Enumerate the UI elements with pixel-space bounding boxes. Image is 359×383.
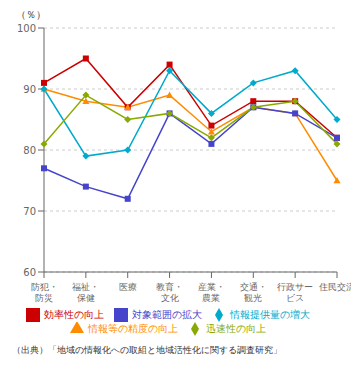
svg-text:70: 70 [23,206,36,217]
html-text:対象範囲の拡大: 対象範囲の拡大 [131,309,202,320]
html-text:迅速性の向上: 迅速性の向上 [205,323,266,334]
svg-text:住民交流: 住民交流 [319,282,351,292]
svg-text:福祉・保健: 福祉・保健 [72,282,99,303]
html-text:（出典）「地域の情報化への取組と地域活性化に関する調査研究」: （出典）「地域の情報化への取組と地域活性化に関する調査研究」 [12,345,282,355]
svg-text:80: 80 [23,145,36,156]
svg-text:交通・観光: 交通・観光 [240,282,267,303]
html-text:情報等の精度の向上: 情報等の精度の向上 [87,323,178,334]
svg-text:行政サービス: 行政サービス [277,282,313,303]
svg-text:医療: 医療 [119,282,137,292]
html-text:情報提供量の増大: 情報提供量の増大 [229,309,310,320]
svg-text:100: 100 [17,23,36,34]
svg-text:教育・文化: 教育・文化 [156,282,183,303]
svg-text:防犯・防災: 防犯・防災 [31,282,58,303]
svg-text:産業・農業: 産業・農業 [198,282,225,303]
svg-text:90: 90 [23,84,36,95]
svg-text:60: 60 [23,267,36,278]
html-text:効率性の向上: 効率性の向上 [43,309,104,320]
